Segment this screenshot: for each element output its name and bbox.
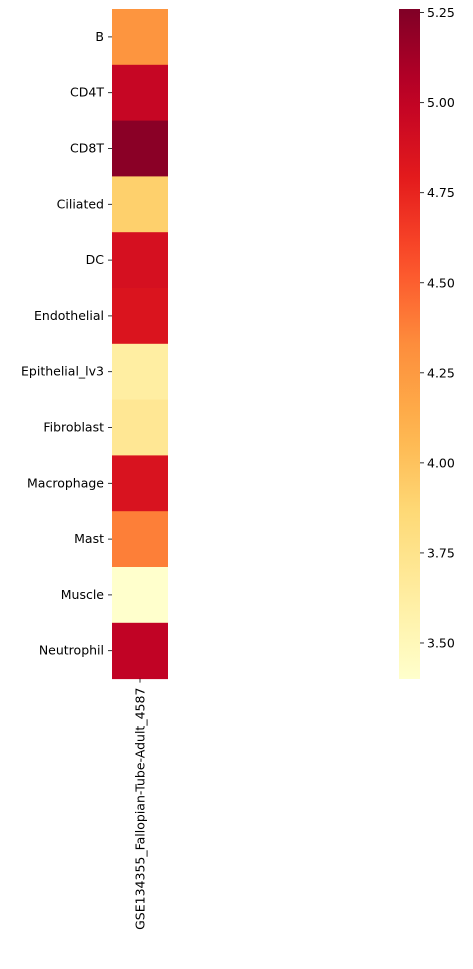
row-label: Endothelial: [34, 308, 104, 323]
row-label: Neutrophil: [39, 643, 104, 658]
row-label: CD8T: [70, 141, 104, 156]
colorbar-tick-label: 5.00: [427, 95, 455, 110]
heatmap-cell-mast: [112, 511, 168, 568]
colorbar-tick-label: 3.50: [427, 635, 455, 650]
column-labels: GSE134355_Fallopian-Tube-Adult_4587: [133, 678, 148, 930]
colorbar-tick-label: 3.75: [427, 545, 455, 560]
colorbar-gradient: [399, 9, 420, 679]
row-labels: B CD4T CD8T Ciliated DC Endothelial Epithelial…: [21, 29, 112, 658]
row-label: CD4T: [70, 85, 104, 100]
heatmap-cell-cd4t: [112, 64, 168, 122]
row-label: Ciliated: [57, 196, 104, 211]
row-label: Mast: [74, 531, 104, 546]
colorbar: 3.50 3.75 4.00 4.25 4.50 4.75 5.00 5.25: [399, 5, 455, 679]
heatmap-cell-ciliated: [112, 176, 168, 233]
row-label: Muscle: [61, 587, 105, 602]
row-label: Epithelial_lv3: [21, 364, 104, 379]
heatmap-cell-b: [112, 9, 168, 66]
colorbar-tick-label: 4.25: [427, 365, 455, 380]
column-label: GSE134355_Fallopian-Tube-Adult_4587: [133, 688, 148, 930]
row-label: B: [95, 29, 104, 44]
heatmap-cell-dc: [112, 232, 168, 289]
heatmap-cell-neutrophil: [112, 622, 168, 680]
colorbar-tick-label: 5.25: [427, 5, 455, 20]
row-label: Macrophage: [27, 475, 104, 490]
heatmap-cell-cd8t: [112, 120, 168, 177]
colorbar-tick-label: 4.00: [427, 455, 455, 470]
heatmap-cell-endothelial: [112, 288, 168, 345]
colorbar-tick-label: 4.75: [427, 185, 455, 200]
heatmap-cell-muscle: [112, 567, 168, 624]
heatmap-cell-epithelial-lv3: [112, 343, 168, 401]
colorbar-tick-label: 4.50: [427, 275, 455, 290]
heatmap-cell-macrophage: [112, 455, 168, 512]
row-label: DC: [86, 252, 105, 267]
heatmap-cells: [112, 9, 168, 680]
heatmap-cell-fibroblast: [112, 399, 168, 456]
row-label: Fibroblast: [43, 420, 104, 435]
